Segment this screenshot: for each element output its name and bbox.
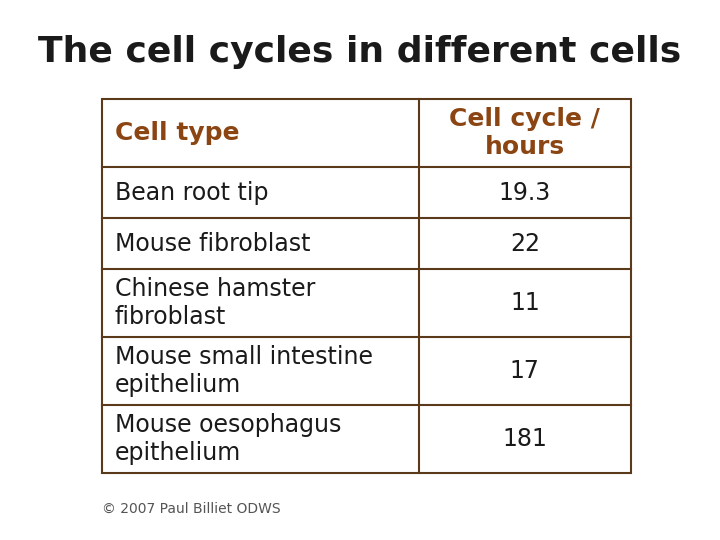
- Text: 19.3: 19.3: [499, 180, 551, 205]
- Text: Mouse fibroblast: Mouse fibroblast: [114, 232, 310, 255]
- Text: The cell cycles in different cells: The cell cycles in different cells: [38, 35, 682, 69]
- Text: 11: 11: [510, 291, 540, 315]
- Text: © 2007 Paul Billiet ODWS: © 2007 Paul Billiet ODWS: [102, 502, 281, 516]
- Text: Chinese hamster
fibroblast: Chinese hamster fibroblast: [114, 277, 315, 329]
- Text: Bean root tip: Bean root tip: [114, 180, 268, 205]
- Text: 17: 17: [510, 359, 540, 383]
- Text: Cell cycle /
hours: Cell cycle / hours: [449, 107, 600, 159]
- Text: Mouse small intestine
epithelium: Mouse small intestine epithelium: [114, 345, 373, 397]
- Text: Mouse oesophagus
epithelium: Mouse oesophagus epithelium: [114, 413, 341, 465]
- Text: 22: 22: [510, 232, 540, 255]
- Text: Cell type: Cell type: [114, 121, 239, 145]
- Text: 181: 181: [503, 427, 547, 451]
